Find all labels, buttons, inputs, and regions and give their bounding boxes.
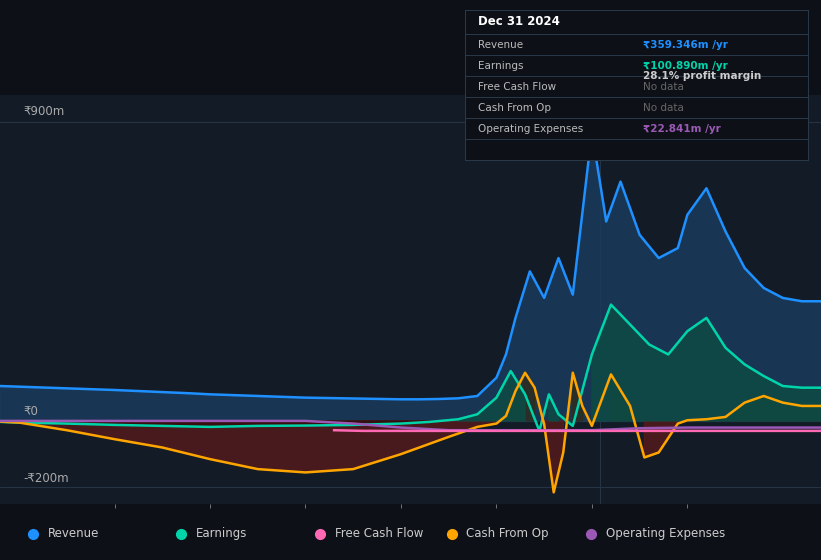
Text: ₹22.841m /yr: ₹22.841m /yr xyxy=(643,124,721,134)
Text: Dec 31 2024: Dec 31 2024 xyxy=(479,15,560,28)
Text: ₹0: ₹0 xyxy=(24,405,39,418)
Text: Earnings: Earnings xyxy=(195,528,247,540)
Text: ₹900m: ₹900m xyxy=(24,105,65,119)
Text: No data: No data xyxy=(643,103,684,113)
Text: Cash From Op: Cash From Op xyxy=(466,528,548,540)
Text: Operating Expenses: Operating Expenses xyxy=(606,528,725,540)
Text: ₹100.890m /yr: ₹100.890m /yr xyxy=(643,61,728,71)
Text: Cash From Op: Cash From Op xyxy=(479,103,552,113)
Text: Free Cash Flow: Free Cash Flow xyxy=(335,528,424,540)
Text: Revenue: Revenue xyxy=(48,528,99,540)
Text: 28.1% profit margin: 28.1% profit margin xyxy=(643,71,761,81)
Text: No data: No data xyxy=(643,82,684,92)
Text: Free Cash Flow: Free Cash Flow xyxy=(479,82,557,92)
Text: ₹359.346m /yr: ₹359.346m /yr xyxy=(643,40,728,50)
Text: Earnings: Earnings xyxy=(479,61,524,71)
Text: Operating Expenses: Operating Expenses xyxy=(479,124,584,134)
Text: -₹200m: -₹200m xyxy=(24,472,70,485)
Text: Revenue: Revenue xyxy=(479,40,524,50)
